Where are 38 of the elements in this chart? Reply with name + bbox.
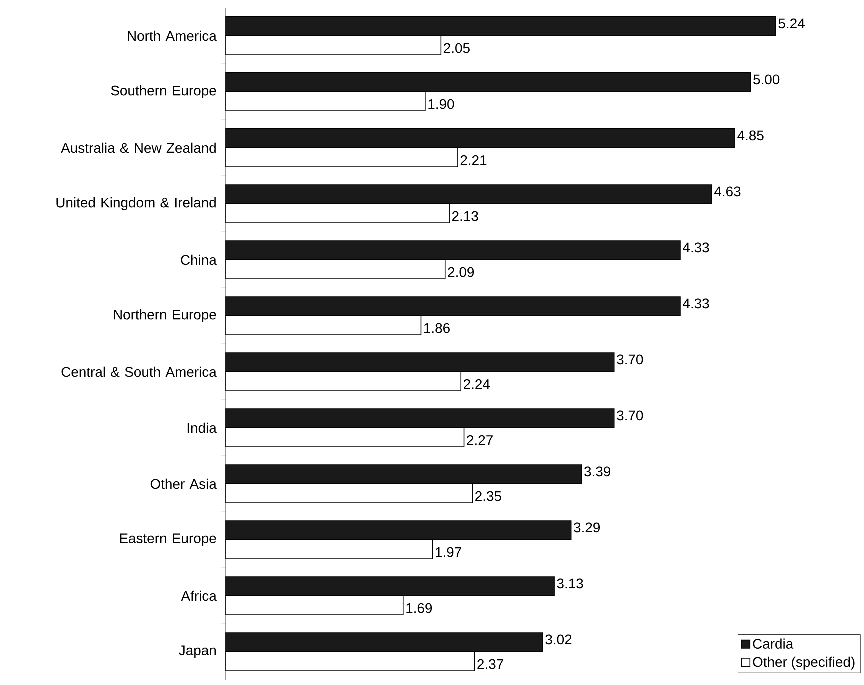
y-tick-label: North America xyxy=(128,30,217,42)
y-tick-label: United Kingdom & Ireland xyxy=(56,198,216,210)
data-label: 3.13 xyxy=(557,578,584,589)
y-tick-label: Australia & New Zealand xyxy=(61,142,216,154)
data-label: 2.27 xyxy=(467,435,493,446)
data-label: 3.39 xyxy=(584,466,611,477)
data-label: 1.86 xyxy=(424,323,450,334)
y-tick-label: Japan xyxy=(179,646,216,658)
data-label: 2.37 xyxy=(478,659,504,670)
legend-label: Cardia xyxy=(753,638,794,649)
y-tick-label: Central & South America xyxy=(62,366,217,378)
y-tick-label: Northern Europe xyxy=(114,310,216,322)
data-label: 2.09 xyxy=(448,267,474,278)
data-label: 4.85 xyxy=(738,130,764,141)
y-tick-label: India xyxy=(188,422,217,434)
data-label: 3.29 xyxy=(574,522,600,533)
data-label: 2.05 xyxy=(444,43,470,54)
data-label: 5.24 xyxy=(778,18,805,29)
y-tick-label: Eastern Europe xyxy=(120,534,216,546)
data-label: 2.24 xyxy=(464,379,490,390)
y-tick-label: Southern Europe xyxy=(111,86,216,98)
data-label: 1.97 xyxy=(436,547,462,558)
data-label: 2.35 xyxy=(476,491,502,502)
data-label: 4.33 xyxy=(683,242,710,253)
data-label: 2.13 xyxy=(452,211,478,222)
y-tick-label: Africa xyxy=(181,590,217,602)
data-label: 4.33 xyxy=(683,298,710,309)
data-label: 1.90 xyxy=(428,99,454,110)
data-label: 2.21 xyxy=(460,155,487,166)
y-tick-label: Other Asia xyxy=(150,478,217,490)
data-label: 5.00 xyxy=(754,74,780,85)
data-label: 3.70 xyxy=(617,410,644,421)
data-label: 4.63 xyxy=(714,186,741,197)
legend-label: Other (specified) xyxy=(753,656,855,670)
data-label: 3.02 xyxy=(546,634,572,645)
y-tick-label: China xyxy=(181,254,217,266)
data-label: 1.69 xyxy=(406,603,432,614)
data-label: 3.70 xyxy=(617,354,644,365)
